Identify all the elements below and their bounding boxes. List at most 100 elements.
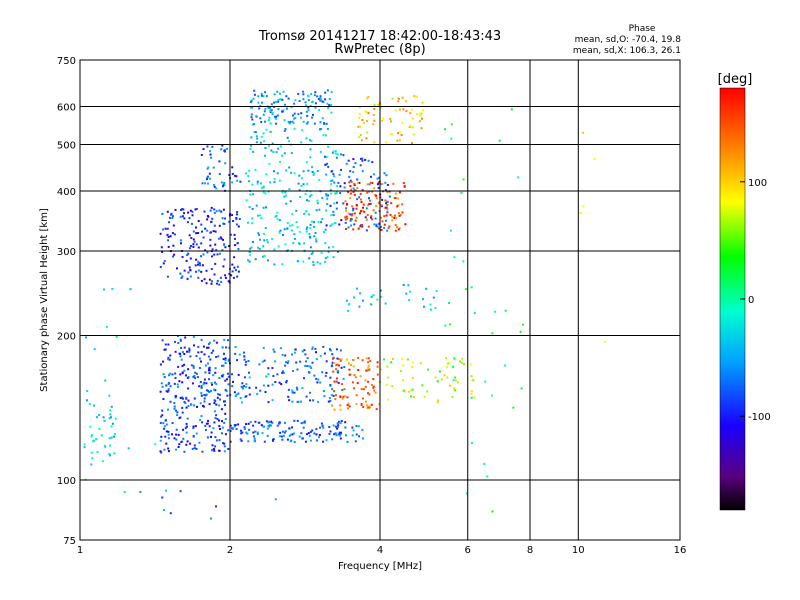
data-point — [357, 356, 360, 359]
data-point — [401, 211, 404, 214]
data-point — [352, 158, 355, 161]
data-point — [473, 396, 476, 399]
data-point — [303, 242, 306, 245]
data-point — [286, 227, 289, 230]
data-point — [434, 307, 437, 309]
data-point — [207, 355, 210, 358]
data-point — [470, 390, 473, 392]
data-point — [224, 150, 226, 153]
data-point — [443, 374, 446, 377]
data-point — [218, 439, 221, 442]
data-point — [104, 445, 107, 448]
data-point — [374, 391, 377, 394]
data-point — [403, 184, 406, 187]
data-point — [257, 246, 260, 249]
data-point — [293, 441, 296, 443]
data-point — [226, 394, 229, 397]
data-point — [276, 373, 279, 376]
data-point — [340, 383, 343, 386]
data-point — [168, 372, 171, 375]
data-point — [218, 283, 221, 286]
data-point — [423, 305, 425, 308]
data-point — [159, 363, 162, 366]
data-point — [192, 427, 195, 430]
data-point — [85, 336, 88, 339]
data-point — [374, 217, 377, 220]
data-point — [348, 373, 351, 376]
data-point — [306, 433, 308, 436]
data-point — [369, 181, 372, 184]
data-point — [373, 108, 376, 110]
data-point — [311, 101, 314, 104]
y-tick-label: 75 — [63, 536, 76, 547]
data-point — [383, 215, 386, 218]
data-point — [362, 406, 365, 408]
data-point — [162, 228, 164, 231]
data-point — [285, 194, 288, 197]
data-point — [180, 242, 182, 245]
data-point — [337, 250, 339, 253]
data-point — [327, 400, 330, 403]
data-point — [303, 377, 305, 380]
data-point — [252, 424, 255, 427]
data-point — [183, 217, 186, 220]
data-point — [108, 437, 111, 440]
data-point — [386, 229, 389, 232]
data-point — [260, 182, 262, 185]
data-point — [281, 191, 284, 194]
data-point — [278, 421, 281, 424]
data-point — [221, 217, 224, 220]
data-point — [199, 264, 202, 267]
data-point — [245, 383, 248, 386]
data-point — [250, 116, 253, 119]
data-point — [186, 277, 189, 280]
data-point — [159, 390, 162, 393]
data-point — [332, 394, 335, 397]
data-point — [190, 403, 193, 406]
data-point — [311, 251, 314, 254]
data-point — [183, 450, 186, 453]
data-point — [332, 245, 335, 248]
data-point — [333, 175, 336, 178]
data-point — [293, 127, 296, 130]
data-point — [254, 131, 257, 134]
data-point — [351, 426, 354, 429]
data-point — [445, 357, 447, 360]
data-point — [283, 152, 286, 155]
data-point — [451, 396, 454, 398]
data-point — [249, 421, 252, 423]
data-point — [278, 231, 281, 234]
data-point — [329, 430, 332, 433]
data-point — [352, 187, 355, 190]
data-point — [336, 422, 339, 425]
data-point — [180, 346, 183, 349]
data-point — [355, 394, 358, 397]
data-point — [311, 361, 314, 364]
data-point — [214, 367, 217, 370]
data-point — [302, 90, 305, 93]
data-point — [415, 95, 418, 98]
data-point — [261, 432, 264, 435]
data-point — [319, 95, 322, 98]
data-point — [234, 237, 236, 240]
data-point — [255, 141, 258, 144]
y-tick-label: 750 — [57, 56, 76, 67]
data-point — [259, 104, 262, 107]
data-point — [195, 447, 198, 450]
data-point — [298, 100, 301, 102]
data-point — [252, 123, 255, 126]
data-point — [192, 245, 195, 248]
data-point — [379, 289, 382, 292]
data-point — [305, 161, 308, 164]
data-point — [277, 108, 280, 111]
data-point — [90, 451, 93, 454]
data-point — [293, 419, 296, 422]
data-point — [347, 402, 350, 405]
data-point — [326, 89, 329, 92]
data-point — [316, 439, 318, 442]
data-point — [198, 367, 201, 369]
data-point — [458, 360, 461, 363]
data-point — [92, 440, 95, 443]
data-point — [203, 397, 206, 400]
data-point — [449, 323, 452, 326]
